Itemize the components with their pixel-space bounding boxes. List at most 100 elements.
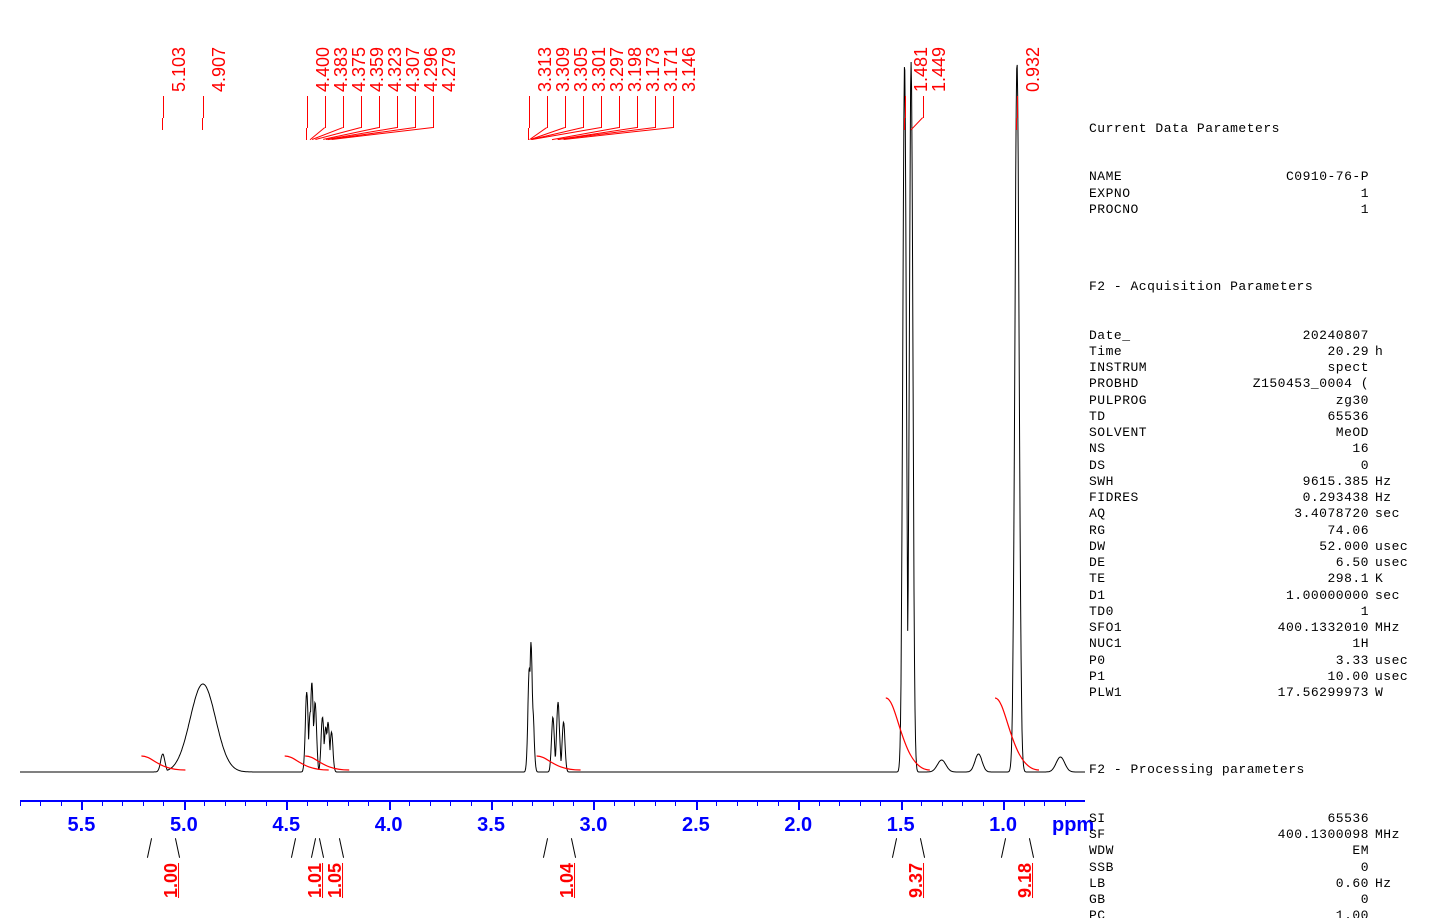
integral-bracket-left (543, 838, 548, 858)
peak-stem (343, 96, 344, 128)
integral-bracket-left (311, 838, 316, 858)
param-key: SWH (1089, 474, 1169, 490)
param-value: 400.1332010 (1169, 620, 1369, 636)
param-value: zg30 (1169, 393, 1369, 409)
axis-tick-minor (204, 800, 205, 806)
peak-stem (203, 96, 204, 118)
param-unit (1369, 202, 1375, 218)
section-processing-title: F2 - Processing parameters (1089, 762, 1439, 778)
param-row: PC1.00 (1089, 908, 1439, 918)
param-value: 1 (1169, 186, 1369, 202)
param-key: DE (1089, 555, 1169, 571)
peak-stem (923, 96, 924, 118)
param-row: TE298.1K (1089, 571, 1439, 587)
integral-bracket-left (892, 838, 897, 858)
axis-tick-major (184, 800, 186, 810)
axis-tick-minor (348, 800, 349, 806)
param-unit: usec (1369, 555, 1408, 571)
peak-stem (1017, 96, 1018, 118)
spectrum-svg (20, 60, 1085, 780)
integral-bracket-right (1029, 838, 1034, 858)
param-unit (1369, 393, 1375, 409)
param-key: P1 (1089, 669, 1169, 685)
param-value: 1 (1169, 604, 1369, 620)
param-value: 1.00000000 (1169, 588, 1369, 604)
axis-tick-minor (61, 800, 62, 806)
axis-tick-minor (20, 800, 21, 806)
param-unit (1369, 441, 1375, 457)
axis-tick-major (696, 800, 698, 810)
param-key: TD0 (1089, 604, 1169, 620)
x-axis: 5.55.04.54.03.53.02.52.01.51.0 ppm (0, 790, 1085, 830)
param-row: SWH9615.385Hz (1089, 474, 1439, 490)
axis-tick-minor (245, 800, 246, 806)
axis-tick-minor (757, 800, 758, 806)
param-key: EXPNO (1089, 186, 1169, 202)
param-value: 0.293438 (1169, 490, 1369, 506)
integral-bracket-right (920, 838, 925, 858)
param-unit: Hz (1369, 876, 1392, 892)
integral-bracket-right (319, 838, 324, 858)
param-value: 0 (1169, 892, 1369, 908)
param-unit (1369, 360, 1375, 376)
param-value: spect (1169, 360, 1369, 376)
param-row: NS16 (1089, 441, 1439, 457)
peak-stem (619, 96, 620, 128)
param-key: PC (1089, 908, 1169, 918)
param-key: D1 (1089, 588, 1169, 604)
axis-tick-label: 4.5 (272, 814, 300, 837)
integral-bracket-right (571, 838, 576, 858)
peak-stem (415, 96, 416, 128)
peak-stem (601, 96, 602, 128)
axis-tick-label: 2.5 (682, 814, 710, 837)
param-value: 298.1 (1169, 571, 1369, 587)
param-value: 74.06 (1169, 523, 1369, 539)
integral-bracket-left (1001, 838, 1006, 858)
axis-tick-label: 3.0 (580, 814, 608, 837)
param-key: P0 (1089, 653, 1169, 669)
integral-bracket-left (291, 838, 296, 858)
peak-stem (379, 96, 380, 128)
peak-label: 5.103 (169, 47, 190, 92)
param-key: PLW1 (1089, 685, 1169, 701)
param-value: 1 (1169, 202, 1369, 218)
axis-tick-minor (1044, 800, 1045, 806)
axis-tick-major (491, 800, 493, 810)
axis-tick-major (286, 800, 288, 810)
param-row: AQ3.4078720sec (1089, 506, 1439, 522)
param-value: 1H (1169, 636, 1369, 652)
integral-bracket-right (175, 838, 180, 858)
peak-stem (361, 96, 362, 128)
param-row: DE6.50usec (1089, 555, 1439, 571)
param-row: SI65536 (1089, 811, 1439, 827)
axis-tick-minor (942, 800, 943, 806)
param-key: PROCNO (1089, 202, 1169, 218)
param-value: C0910-76-P (1169, 169, 1369, 185)
axis-tick-minor (921, 800, 922, 806)
axis-tick-minor (860, 800, 861, 806)
axis-tick-minor (962, 800, 963, 806)
param-key: NAME (1089, 169, 1169, 185)
param-value: 20240807 (1169, 328, 1369, 344)
peak-label: 4.907 (209, 47, 230, 92)
param-unit: MHz (1369, 827, 1400, 843)
peak-stem (397, 96, 398, 128)
param-row: INSTRUMspect (1089, 360, 1439, 376)
axis-tick-major (901, 800, 903, 810)
param-unit (1369, 843, 1375, 859)
axis-tick-label: 5.5 (68, 814, 96, 837)
param-value: 10.00 (1169, 669, 1369, 685)
param-unit (1369, 328, 1375, 344)
param-key: NUC1 (1089, 636, 1169, 652)
axis-tick-minor (143, 800, 144, 806)
param-key: SOLVENT (1089, 425, 1169, 441)
param-unit (1369, 811, 1375, 827)
axis-tick-major (798, 800, 800, 810)
param-row: RG74.06 (1089, 523, 1439, 539)
param-unit (1369, 186, 1375, 202)
param-unit: Hz (1369, 490, 1392, 506)
peak-stem (565, 96, 566, 128)
param-key: DW (1089, 539, 1169, 555)
peak-stem-connector (904, 118, 905, 130)
axis-tick-label: 4.0 (375, 814, 403, 837)
